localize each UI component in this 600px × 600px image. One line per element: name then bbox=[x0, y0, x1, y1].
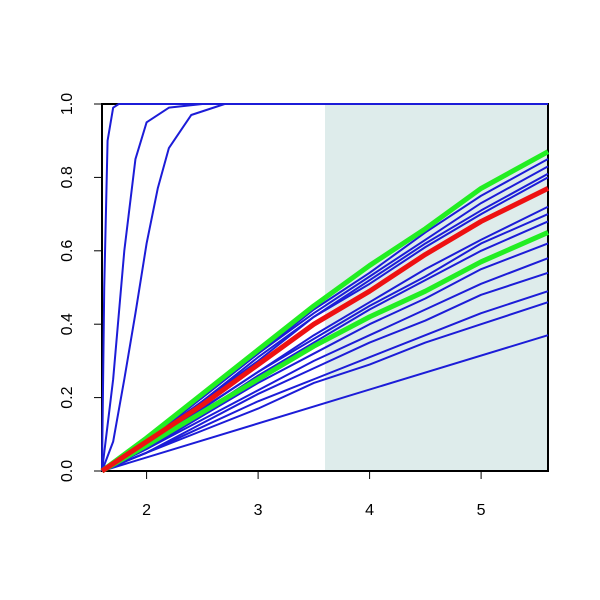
series-line bbox=[100, 230, 550, 474]
series-line bbox=[101, 103, 548, 472]
y-tick-label: 1.0 bbox=[59, 93, 76, 115]
y-tick-label: 0.6 bbox=[59, 240, 76, 262]
y-tick-label: 0.0 bbox=[59, 460, 76, 482]
series-line bbox=[101, 103, 548, 472]
series-line bbox=[101, 242, 549, 472]
y-tick-label: 0.2 bbox=[59, 386, 76, 408]
x-tick-label: 4 bbox=[365, 502, 374, 519]
series-line bbox=[101, 271, 549, 472]
x-tick-label: 3 bbox=[254, 502, 263, 519]
series-line bbox=[101, 103, 548, 472]
series-line bbox=[101, 257, 549, 472]
y-tick-label: 0.4 bbox=[59, 313, 76, 335]
y-tick-label: 0.8 bbox=[59, 166, 76, 188]
x-tick-label: 2 bbox=[142, 502, 151, 519]
series-line bbox=[101, 290, 549, 472]
series-line bbox=[100, 186, 550, 474]
series-line bbox=[101, 301, 549, 472]
series-line bbox=[100, 149, 550, 474]
x-tick-label: 5 bbox=[477, 502, 486, 519]
series-line bbox=[101, 334, 549, 472]
